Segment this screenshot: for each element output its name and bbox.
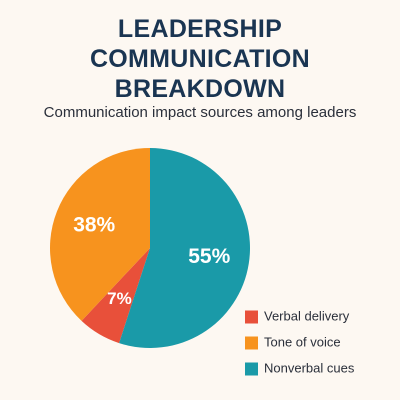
chart-subtitle: Communication impact sources among leade… [43, 104, 357, 121]
pie-slice [50, 148, 150, 321]
chart-title: LEADERSHIP COMMUNICATION BREAKDOWN [89, 15, 311, 103]
legend-swatch [245, 336, 258, 350]
data-label: 55% [188, 245, 230, 268]
data-label: 7% [107, 289, 132, 308]
legend-swatch [245, 362, 258, 376]
legend-swatch [245, 310, 258, 324]
legend-label: Tone of voice [264, 334, 341, 349]
legend-label: Verbal delivery [264, 308, 350, 323]
pie-slice [81, 248, 150, 344]
pie-slice [119, 148, 251, 349]
legend-label: Nonverbal cues [264, 360, 355, 375]
data-label: 38% [73, 213, 115, 236]
